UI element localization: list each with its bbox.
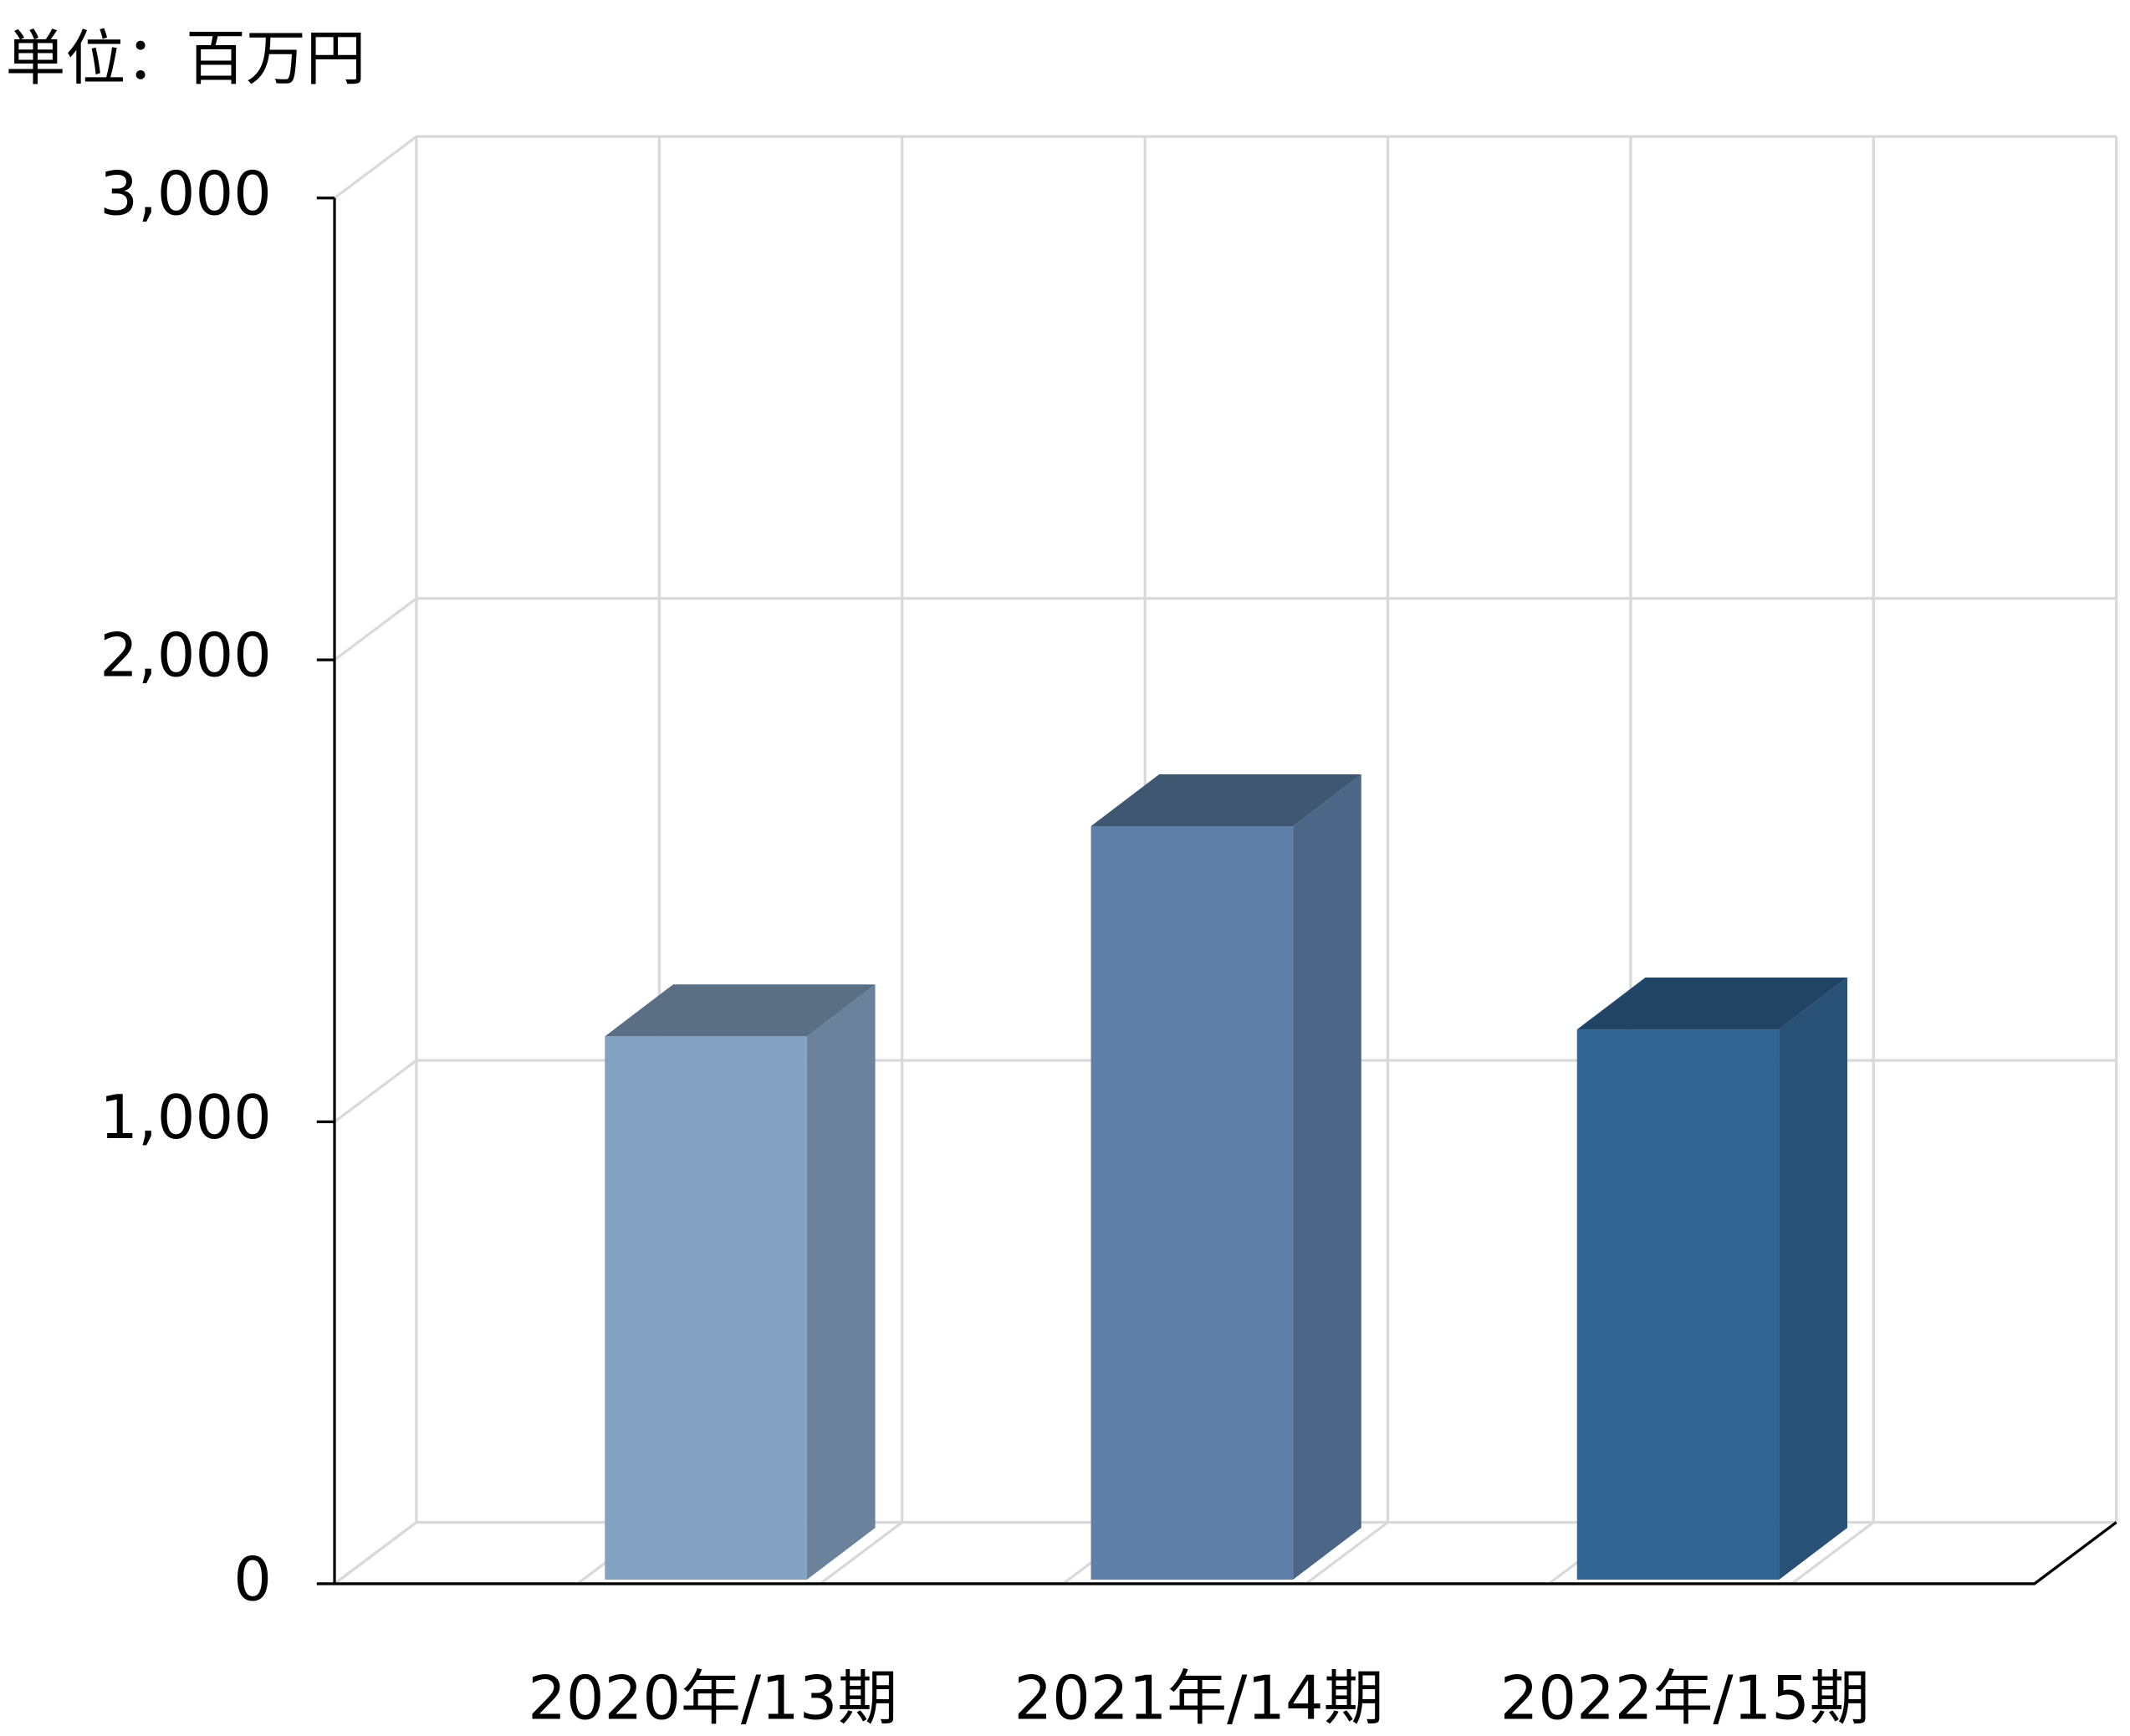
grid-line (334, 1520, 2117, 1585)
bar-top (1091, 774, 1361, 827)
grid-line (334, 135, 2117, 200)
floor-line (1790, 1521, 1875, 1585)
bar-side (1293, 774, 1361, 1580)
x-tick-label: 2021年/14期 (1014, 1662, 1383, 1733)
chart-title: 単位：百万円 (6, 23, 366, 94)
bar-top (1576, 978, 1848, 1030)
bar (1091, 826, 1294, 1580)
grid-line (334, 597, 2117, 661)
grid-line (334, 1059, 2117, 1123)
x-tick-label: 2022年/15期 (1500, 1662, 1870, 1733)
bar-side (1779, 978, 1848, 1580)
bar (605, 1036, 807, 1580)
x-axis (335, 1521, 2117, 1585)
y-tick-label: 0 (233, 1544, 272, 1614)
y-tick-label: 3,000 (100, 158, 272, 228)
bar (1576, 1029, 1780, 1580)
floor-line (819, 1521, 903, 1585)
bar-side (806, 984, 876, 1580)
bar-top (605, 984, 876, 1037)
floor-line (1305, 1521, 1389, 1585)
y-tick-label: 2,000 (100, 620, 272, 691)
x-tick-label: 2020年/13期 (528, 1662, 897, 1733)
y-tick-label: 1,000 (100, 1082, 272, 1152)
